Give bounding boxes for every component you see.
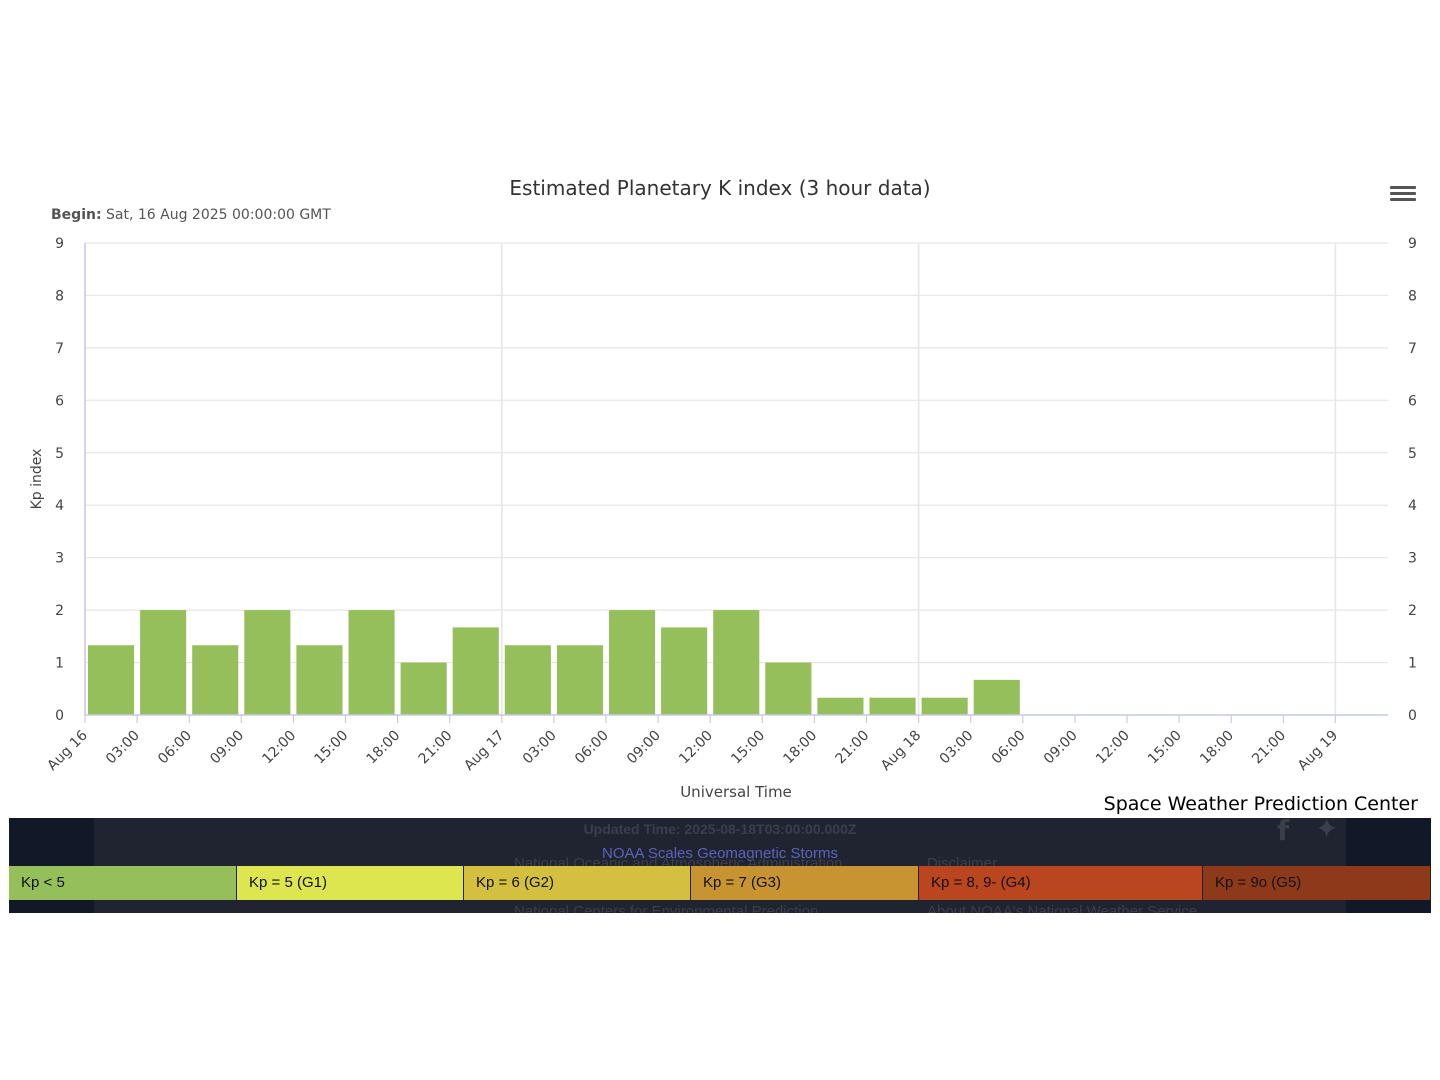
x-tick-label: 15:00 — [1145, 728, 1185, 768]
facebook-icon[interactable]: f — [1277, 818, 1290, 847]
x-tick-label: 06:00 — [155, 728, 195, 768]
kp-legend-segment: Kp = 9o (G5) — [1203, 866, 1431, 900]
kp-legend-segment: Kp = 5 (G1) — [237, 866, 464, 900]
kp-legend-segment: Kp = 8, 9- (G4) — [919, 866, 1203, 900]
y-tick-label-left: 5 — [55, 446, 64, 462]
y-tick-label-right: 9 — [1408, 236, 1417, 252]
kp-bar[interactable] — [973, 679, 1020, 715]
kp-bar[interactable] — [140, 610, 187, 715]
y-tick-label-right: 7 — [1408, 341, 1417, 357]
x-tick-label: 21:00 — [1249, 728, 1289, 768]
kp-bar[interactable] — [244, 610, 291, 715]
y-tick-label-left: 9 — [55, 236, 64, 252]
about-link[interactable]: About NOAA's National Weather Service — [927, 903, 1198, 913]
updated-time: Updated Time: 2025-08-18T03:00:00.000Z — [583, 821, 857, 837]
kp-scale-legend: Kp < 5 Kp = 5 (G1) Kp = 6 (G2) Kp = 7 (G3) K… — [9, 866, 1431, 900]
kp-bar[interactable] — [348, 610, 395, 715]
x-tick-label: 06:00 — [572, 728, 612, 768]
begin-label: Begin: Sat, 16 Aug 2025 00:00:00 GMT — [51, 207, 331, 223]
kp-bar[interactable] — [556, 645, 603, 715]
x-tick-label: 12:00 — [676, 728, 716, 768]
kp-bar[interactable] — [765, 662, 812, 715]
twitter-icon[interactable]: ✦ — [1315, 818, 1339, 845]
x-tick-label: 03:00 — [937, 728, 977, 768]
y-tick-label-left: 1 — [55, 656, 64, 672]
y-axis-label: Kp index — [29, 449, 45, 510]
y-tick-label-left: 8 — [55, 288, 64, 304]
x-tick-label: 09:00 — [624, 728, 664, 768]
x-axis-label: Universal Time — [680, 783, 792, 801]
y-tick-label-right: 6 — [1408, 393, 1417, 409]
y-tick-label-left: 3 — [55, 551, 64, 567]
x-tick-label: Aug 16 — [44, 727, 90, 773]
ncep-link[interactable]: National Centers for Environmental Predi… — [514, 903, 819, 913]
kp-bar[interactable] — [817, 697, 864, 715]
x-tick-label: 18:00 — [1197, 728, 1237, 768]
x-tick-label: 12:00 — [1093, 728, 1133, 768]
kp-legend-segment: Kp = 6 (G2) — [464, 866, 691, 900]
kp-bar[interactable] — [869, 697, 916, 715]
y-tick-label-right: 0 — [1408, 708, 1417, 724]
kp-legend-segment: Kp = 7 (G3) — [691, 866, 919, 900]
x-tick-label: Aug 19 — [1295, 728, 1341, 774]
kp-bar[interactable] — [192, 645, 239, 715]
chart-title: Estimated Planetary K index (3 hour data… — [509, 176, 931, 200]
x-tick-label: Aug 17 — [461, 728, 507, 774]
credit-label: Space Weather Prediction Center — [1103, 793, 1418, 815]
y-tick-label-right: 1 — [1408, 656, 1417, 672]
begin-value: Sat, 16 Aug 2025 00:00:00 GMT — [106, 207, 331, 223]
x-tick-label: 12:00 — [259, 728, 299, 768]
kp-legend-segment: Kp < 5 — [9, 866, 237, 900]
kp-bar[interactable] — [713, 610, 760, 715]
x-tick-label: 09:00 — [207, 728, 247, 768]
x-tick-label: Aug 18 — [878, 728, 924, 774]
x-tick-label: 06:00 — [989, 728, 1029, 768]
hamburger-menu-icon[interactable] — [1390, 183, 1416, 207]
kp-chart: 0 0 1 1 2 2 3 3 4 4 5 5 6 6 7 7 8 8 9 9 Aug 16 03:00 06:00 09:0… — [29, 236, 1417, 801]
begin-label-key: Begin: — [51, 207, 102, 223]
y-tick-label-right: 4 — [1408, 498, 1417, 514]
x-tick-label: 21:00 — [832, 728, 872, 768]
kp-bar[interactable] — [609, 610, 656, 715]
kp-bar[interactable] — [504, 645, 551, 715]
y-tick-label-left: 2 — [55, 603, 64, 619]
y-tick-label-left: 6 — [55, 393, 64, 409]
kp-bar[interactable] — [661, 627, 708, 715]
x-tick-label: 03:00 — [103, 728, 143, 768]
y-tick-label-left: 7 — [55, 341, 64, 357]
noaa-scales-link[interactable]: NOAA Scales Geomagnetic Storms — [602, 845, 838, 862]
y-tick-label-right: 5 — [1408, 446, 1417, 462]
y-tick-label-right: 3 — [1408, 551, 1417, 567]
x-tick-label: 03:00 — [520, 728, 560, 768]
kp-bar[interactable] — [921, 697, 968, 715]
kp-bar[interactable] — [296, 645, 343, 715]
y-tick-label-left: 0 — [55, 708, 64, 724]
x-tick-label: 18:00 — [780, 728, 820, 768]
x-tick-label: 15:00 — [728, 728, 768, 768]
y-tick-label-right: 2 — [1408, 603, 1417, 619]
x-tick-label: 21:00 — [416, 728, 456, 768]
y-tick-label-left: 4 — [55, 498, 64, 514]
kp-bar[interactable] — [88, 645, 135, 715]
x-tick-label: 18:00 — [364, 728, 404, 768]
x-tick-label: 15:00 — [311, 728, 351, 768]
kp-bar[interactable] — [452, 627, 499, 715]
y-tick-label-right: 8 — [1408, 288, 1417, 304]
x-tick-label: 09:00 — [1041, 728, 1081, 768]
kp-bar[interactable] — [400, 662, 447, 715]
